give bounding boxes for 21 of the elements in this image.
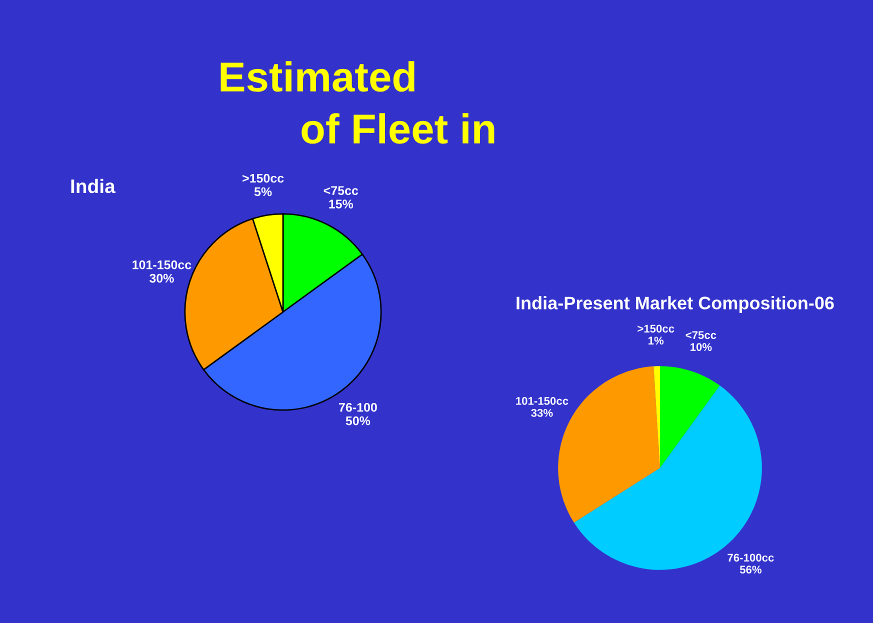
data-label: 56% [740, 566, 762, 574]
slice-label: 101-150cc [516, 396, 568, 405]
slice-label: 76-100cc [728, 554, 774, 562]
data-label: 33% [531, 408, 553, 417]
slice-label: >150cc [242, 174, 284, 183]
data-label: 5% [254, 187, 272, 196]
pie-slice [660, 366, 720, 468]
data-label: 15% [329, 200, 354, 208]
slice-label: 76-100 [339, 402, 377, 412]
slice-label: 101-150cc [132, 260, 192, 270]
slice-label: <75cc [324, 186, 358, 195]
data-label: 1% [648, 336, 664, 345]
chart-title: India [71, 178, 116, 194]
data-label: 10% [690, 343, 712, 351]
slice-label: >150cc [638, 324, 674, 333]
data-label: 30% [149, 274, 174, 283]
chart-title: India-Present Market Composition-06 [516, 296, 834, 313]
text: Estimated [220, 61, 414, 92]
text: of Fleet in [302, 113, 494, 144]
slice-label: <75cc [686, 331, 716, 340]
data-label: 50% [346, 416, 370, 426]
